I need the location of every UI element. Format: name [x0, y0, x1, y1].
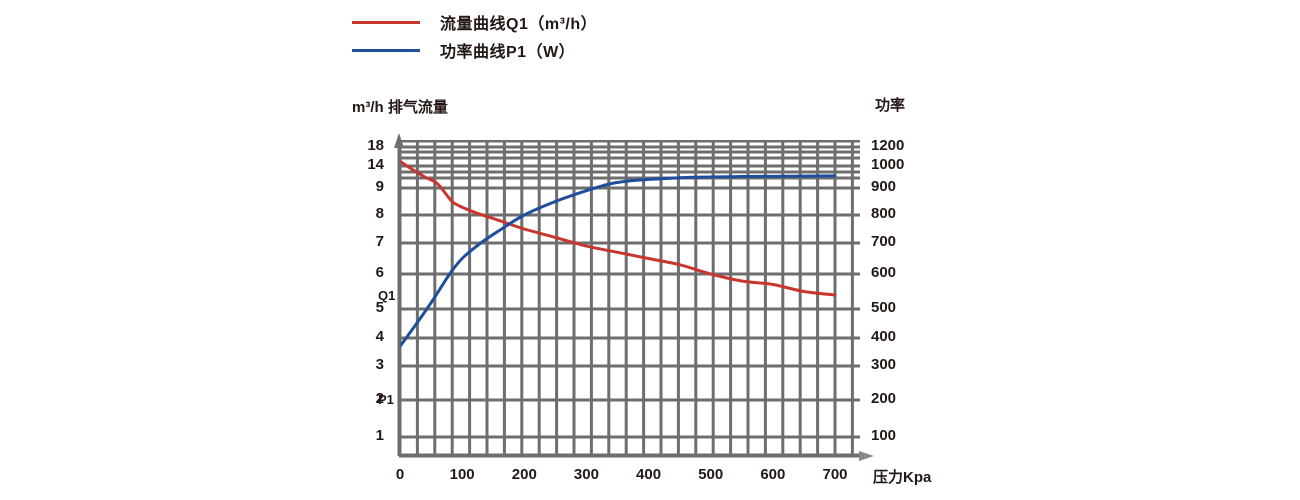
- x-tick-100: 100: [449, 466, 475, 483]
- x-tick-300: 300: [573, 466, 599, 483]
- curve-power-p1: [400, 174, 837, 348]
- right-tick-200: 200: [871, 390, 897, 407]
- legend-line-icon-flow: [352, 20, 420, 24]
- x-axis-title: 压力Kpa: [873, 469, 932, 486]
- left-tick-18: 18: [367, 137, 384, 154]
- left-tick-14: 14: [367, 156, 384, 173]
- right-tick-800: 800: [871, 205, 897, 222]
- right-tick-900: 900: [871, 178, 897, 195]
- x-tick-0: 0: [395, 466, 405, 483]
- left-tick-9: 9: [375, 178, 384, 195]
- left-tick-5: 5: [375, 299, 384, 316]
- x-tick-700: 700: [822, 466, 848, 483]
- legend-label-power: 功率曲线P1（W）: [440, 44, 576, 61]
- left-tick-3: 3: [375, 356, 384, 373]
- chart-legend: 流量曲线Q1（m³/h） 功率曲线P1（W）: [352, 8, 597, 64]
- grid-lines: [400, 140, 860, 455]
- legend-item-flow: 流量曲线Q1（m³/h）: [352, 8, 597, 36]
- curve-flow-q1: [400, 159, 837, 297]
- x-axis-arrow-icon: [859, 451, 874, 461]
- left-tick-6: 6: [375, 264, 384, 281]
- x-tick-500: 500: [698, 466, 724, 483]
- x-tick-400: 400: [636, 466, 662, 483]
- data-curves: [400, 159, 837, 348]
- right-tick-300: 300: [871, 356, 897, 373]
- left-tick-2: 2: [375, 390, 384, 407]
- plot-area: [400, 140, 860, 455]
- right-tick-1200: 1200: [871, 137, 905, 154]
- left-tick-1: 1: [375, 427, 384, 444]
- annotation-p1: P1: [378, 392, 394, 407]
- legend-item-power: 功率曲线P1（W）: [352, 36, 597, 64]
- right-tick-700: 700: [871, 233, 897, 250]
- right-axis-title: 功率: [875, 97, 906, 114]
- x-tick-200: 200: [511, 466, 537, 483]
- left-tick-8: 8: [375, 205, 384, 222]
- right-tick-100: 100: [871, 427, 897, 444]
- annotation-q1: Q1: [378, 288, 396, 303]
- left-axis-title: m³/h 排气流量: [352, 99, 448, 116]
- left-tick-4: 4: [375, 328, 384, 345]
- left-tick-7: 7: [375, 233, 384, 250]
- plot-svg: [400, 140, 860, 455]
- right-tick-600: 600: [871, 264, 897, 281]
- right-tick-1000: 1000: [871, 156, 905, 173]
- right-tick-400: 400: [871, 328, 897, 345]
- legend-line-icon-power: [352, 48, 420, 52]
- legend-label-flow: 流量曲线Q1（m³/h）: [440, 16, 598, 33]
- x-tick-600: 600: [760, 466, 786, 483]
- right-tick-500: 500: [871, 299, 897, 316]
